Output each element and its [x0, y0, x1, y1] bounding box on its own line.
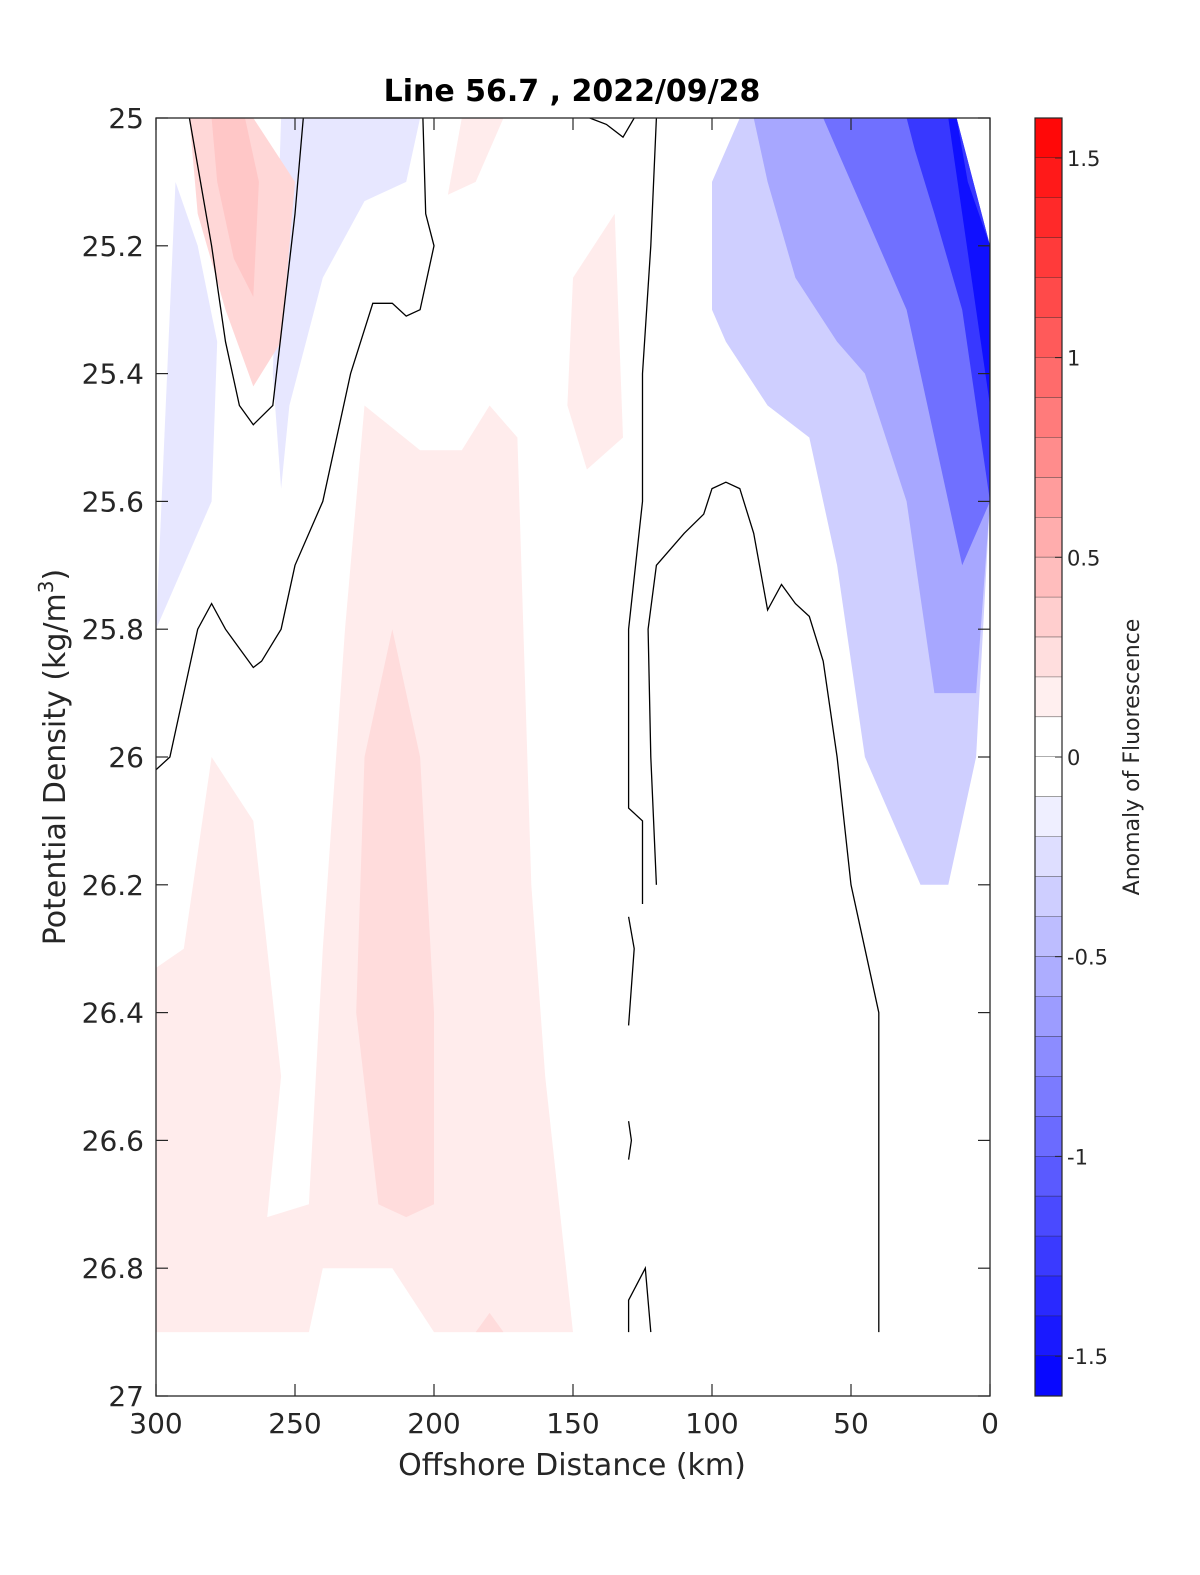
anomaly-region [447, 118, 504, 195]
colorbar-tick-label: -1 [1067, 1145, 1088, 1169]
y-tick-label: 26 [108, 741, 144, 774]
y-tick-label: 25.8 [82, 613, 144, 646]
anomaly-region [948, 118, 990, 406]
colorbar-band [1035, 637, 1062, 678]
colorbar-band [1035, 397, 1062, 438]
y-axis-ticks: 25 25.2 25.4 25.6 25.8 26 26.2 26.4 26.6 26.8 27 [82, 102, 990, 1413]
colorbar-band [1035, 717, 1062, 757]
anomaly-region [156, 181, 218, 630]
colorbar-band [1035, 1276, 1062, 1317]
colorbar-band [1035, 437, 1062, 478]
y-tick-label: 27 [108, 1380, 144, 1413]
colorbar-band [1035, 836, 1062, 877]
anomaly-region [356, 629, 434, 1218]
contour-line [188, 118, 304, 426]
colorbar-band [1035, 956, 1062, 997]
colorbar-band [1035, 677, 1062, 718]
y-tick-label: 25.6 [82, 485, 144, 518]
colorbar-tick-label: 0 [1067, 746, 1080, 770]
colorbar-band [1035, 876, 1062, 917]
x-tick-label: 50 [833, 1407, 869, 1440]
y-tick-label: 25 [108, 102, 144, 135]
anomaly-region [567, 213, 623, 470]
x-axis-label: Offshore Distance (km) [398, 1448, 746, 1483]
y-tick-label: 26.2 [82, 869, 144, 902]
colorbar-ticks: 1.5 1 0.5 0 -0.5 -1 -1.5 [1055, 147, 1108, 1369]
colorbar-band [1035, 277, 1062, 318]
x-tick-label: 150 [546, 1407, 599, 1440]
colorbar-tick-label: -1.5 [1067, 1345, 1108, 1369]
y-tick-label: 25.4 [82, 358, 144, 391]
colorbar-band [1035, 597, 1062, 638]
colorbar-band [1035, 796, 1062, 837]
colorbar-band [1035, 1036, 1062, 1077]
x-axis-ticks: 300 250 200 150 100 50 0 [129, 118, 999, 1440]
x-tick-label: 250 [268, 1407, 321, 1440]
colorbar-tick-label: 1.5 [1067, 147, 1100, 171]
anomaly-region [211, 118, 259, 297]
anomaly-region [475, 1312, 504, 1333]
colorbar-band [1035, 557, 1062, 598]
colorbar [1035, 118, 1062, 1397]
y-tick-label: 25.2 [82, 230, 144, 263]
colorbar-band [1035, 357, 1062, 398]
contour-line [627, 1121, 633, 1160]
colorbar-band [1035, 996, 1062, 1037]
y-axis-label: Potential Density (kg/m3) [34, 569, 73, 945]
colorbar-band [1035, 317, 1062, 358]
colorbar-band [1035, 1156, 1062, 1197]
y-tick-label: 26.6 [82, 1124, 144, 1157]
x-tick-label: 0 [981, 1407, 999, 1440]
colorbar-band [1035, 1076, 1062, 1117]
chart-title: Line 56.7 , 2022/09/28 [384, 74, 761, 109]
colorbar-tick-label: -0.5 [1067, 946, 1108, 970]
x-tick-label: 300 [129, 1407, 182, 1440]
colorbar-band [1035, 157, 1062, 198]
colorbar-band [1035, 1356, 1062, 1396]
colorbar-band [1035, 477, 1062, 518]
y-tick-label: 26.4 [82, 997, 144, 1030]
colorbar-tick-label: 0.5 [1067, 546, 1100, 570]
contour-line [627, 118, 658, 904]
x-tick-label: 200 [407, 1407, 460, 1440]
colorbar-band [1035, 517, 1062, 558]
colorbar-tick-label: 1 [1067, 347, 1080, 371]
colorbar-band [1035, 237, 1062, 278]
colorbar-band [1035, 118, 1062, 158]
contour-line [627, 1265, 652, 1333]
y-tick-label: 26.8 [82, 1252, 144, 1285]
contour-line [156, 118, 435, 771]
colorbar-band [1035, 916, 1062, 957]
colorbar-band [1035, 1116, 1062, 1157]
colorbar-band [1035, 197, 1062, 238]
colorbar-band [1035, 1196, 1062, 1237]
colorbar-label: Anomaly of Fluorescence [1120, 619, 1145, 896]
colorbar-band [1035, 1316, 1062, 1357]
zero-contour-lines [156, 118, 880, 1333]
colorbar-band [1035, 1236, 1062, 1277]
colorbar-band [1035, 757, 1062, 797]
contour-line [627, 916, 635, 1026]
x-tick-label: 100 [685, 1407, 738, 1440]
contour-line [589, 118, 635, 139]
anomaly-fill-regions [156, 118, 990, 1333]
contour-line [647, 481, 880, 1333]
anomaly-region [272, 118, 421, 489]
